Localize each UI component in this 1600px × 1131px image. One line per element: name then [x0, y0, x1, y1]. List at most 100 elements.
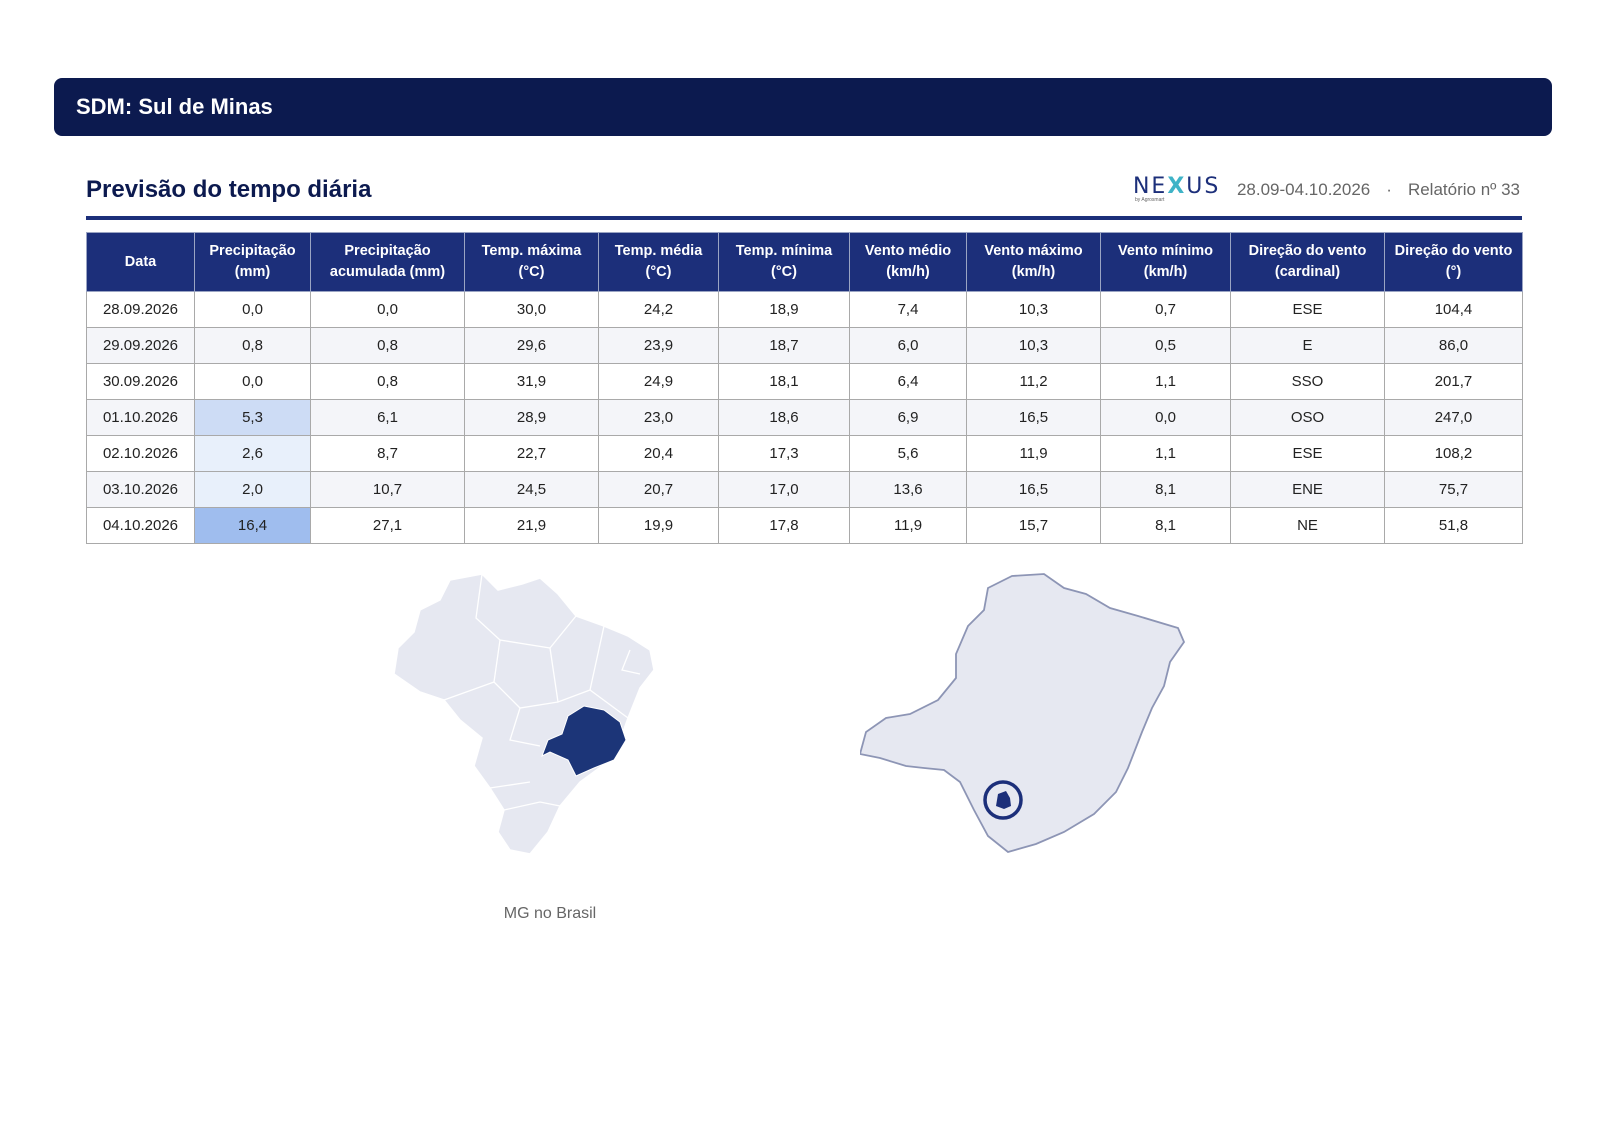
table-cell: 6,9 — [849, 399, 967, 436]
table-cell: 27,1 — [310, 507, 465, 544]
table-cell: 24,2 — [598, 291, 719, 328]
table-cell: 18,9 — [718, 291, 850, 328]
table-cell: 10,3 — [966, 291, 1101, 328]
table-cell: 0,0 — [1100, 399, 1231, 436]
table-row: 02.10.2026 2,6 8,7 22,7 20,4 17,3 5,6 11,9 1,1 ES… — [86, 435, 1523, 472]
table-cell: 03.10.2026 — [86, 471, 195, 508]
report-title: Previsão do tempo diária — [86, 176, 372, 203]
brazil-map — [393, 573, 655, 855]
table-cell: 104,4 — [1384, 291, 1523, 328]
logo-subtext: by Agrosmart — [1134, 197, 1165, 203]
report-header-info: NEXUS by Agrosmart 28.09-04.10.2026 · Re… — [1133, 174, 1520, 206]
table-row: 01.10.2026 5,3 6,1 28,9 23,0 18,6 6,9 16,5 0,0 OS… — [86, 399, 1523, 436]
table-cell: 2,6 — [194, 435, 311, 472]
table-cell: 0,0 — [194, 291, 311, 328]
table-cell: 01.10.2026 — [86, 399, 195, 436]
logo-part: US — [1186, 174, 1221, 199]
table-cell: 17,0 — [718, 471, 850, 508]
table-row: 04.10.2026 16,4 27,1 21,9 19,9 17,8 11,9 15,7 8,… — [86, 507, 1523, 544]
table-cell: 19,9 — [598, 507, 719, 544]
table-cell: ENE — [1230, 471, 1385, 508]
table-cell: 28.09.2026 — [86, 291, 195, 328]
column-header: Vento médio (km/h) — [849, 232, 967, 292]
table-cell: 16,4 — [194, 507, 311, 544]
table-cell: 201,7 — [1384, 363, 1523, 400]
table-cell: 2,0 — [194, 471, 311, 508]
table-cell: 6,0 — [849, 327, 967, 364]
report-period: 28.09-04.10.2026 — [1236, 180, 1371, 199]
table-cell: 20,4 — [598, 435, 719, 472]
table-cell: 0,8 — [310, 363, 465, 400]
table-row: 28.09.2026 0,0 0,0 30,0 24,2 18,9 7,4 10,3 0,7 ES… — [86, 291, 1523, 328]
brazil-outline-shape — [393, 573, 655, 855]
table-cell: 75,7 — [1384, 471, 1523, 508]
table-cell: 5,6 — [849, 435, 967, 472]
table-cell: 6,1 — [310, 399, 465, 436]
table-cell: 13,6 — [849, 471, 967, 508]
table-cell: 10,3 — [966, 327, 1101, 364]
table-cell: SSO — [1230, 363, 1385, 400]
table-row: 03.10.2026 2,0 10,7 24,5 20,7 17,0 13,6 16,5 8,1… — [86, 471, 1523, 508]
table-cell: 7,4 — [849, 291, 967, 328]
table-row: 30.09.2026 0,0 0,8 31,9 24,9 18,1 6,4 11,2 1,1 SS… — [86, 363, 1523, 400]
table-cell: 0,0 — [310, 291, 465, 328]
column-header: Vento mínimo (km/h) — [1100, 232, 1231, 292]
column-header: Temp. média (°C) — [598, 232, 719, 292]
table-cell: 8,1 — [1100, 471, 1231, 508]
table-cell: 1,1 — [1100, 363, 1231, 400]
table-cell: ESE — [1230, 435, 1385, 472]
table-cell: 8,1 — [1100, 507, 1231, 544]
table-cell: 51,8 — [1384, 507, 1523, 544]
page-banner: SDM: Sul de Minas — [54, 78, 1552, 136]
table-cell: 247,0 — [1384, 399, 1523, 436]
table-cell: 16,5 — [966, 399, 1101, 436]
table-cell: E — [1230, 327, 1385, 364]
table-cell: OSO — [1230, 399, 1385, 436]
minas-gerais-highlight-shape — [541, 705, 627, 777]
title-divider — [86, 216, 1522, 220]
minas-gerais-outline-shape — [860, 573, 1186, 853]
table-cell: 0,5 — [1100, 327, 1231, 364]
table-body: 28.09.2026 0,0 0,0 30,0 24,2 18,9 7,4 10,3 0,7 ES… — [86, 291, 1523, 544]
table-cell: 86,0 — [1384, 327, 1523, 364]
table-cell: 11,9 — [966, 435, 1101, 472]
table-cell: ESE — [1230, 291, 1385, 328]
table-cell: 24,5 — [464, 471, 599, 508]
state-borders — [443, 573, 641, 811]
table-header-row: Data Precipitação (mm) Precipitação acumul… — [86, 232, 1523, 292]
logo-part: X — [1167, 174, 1187, 199]
table-cell: 23,9 — [598, 327, 719, 364]
table-cell: 29,6 — [464, 327, 599, 364]
minas-gerais-map — [860, 573, 1186, 853]
table-cell: 108,2 — [1384, 435, 1523, 472]
table-cell: 15,7 — [966, 507, 1101, 544]
banner-title: SDM: Sul de Minas — [76, 94, 273, 119]
table-cell: 0,8 — [310, 327, 465, 364]
column-header: Temp. mínima (°C) — [718, 232, 850, 292]
table-cell: 04.10.2026 — [86, 507, 195, 544]
maps-section: MG no Brasil — [0, 570, 1600, 970]
table-cell: 31,9 — [464, 363, 599, 400]
column-header: Vento máximo (km/h) — [966, 232, 1101, 292]
column-header: Precipitação (mm) — [194, 232, 311, 292]
table-cell: 30.09.2026 — [86, 363, 195, 400]
table-cell: 17,8 — [718, 507, 850, 544]
table-cell: 8,7 — [310, 435, 465, 472]
forecast-table: Data Precipitação (mm) Precipitação acumul… — [86, 232, 1523, 544]
table-cell: 18,6 — [718, 399, 850, 436]
table-cell: 18,7 — [718, 327, 850, 364]
column-header: Precipitação acumulada (mm) — [310, 232, 465, 292]
table-cell: 10,7 — [310, 471, 465, 508]
table-cell: 6,4 — [849, 363, 967, 400]
table-cell: 5,3 — [194, 399, 311, 436]
table-cell: 02.10.2026 — [86, 435, 195, 472]
table-cell: 1,1 — [1100, 435, 1231, 472]
header-separator: · — [1386, 180, 1392, 199]
brazil-map-caption: MG no Brasil — [503, 905, 597, 922]
table-cell: 29.09.2026 — [86, 327, 195, 364]
table-cell: 24,9 — [598, 363, 719, 400]
table-cell: 18,1 — [718, 363, 850, 400]
table-cell: 23,0 — [598, 399, 719, 436]
table-cell: 11,2 — [966, 363, 1101, 400]
table-cell: 17,3 — [718, 435, 850, 472]
